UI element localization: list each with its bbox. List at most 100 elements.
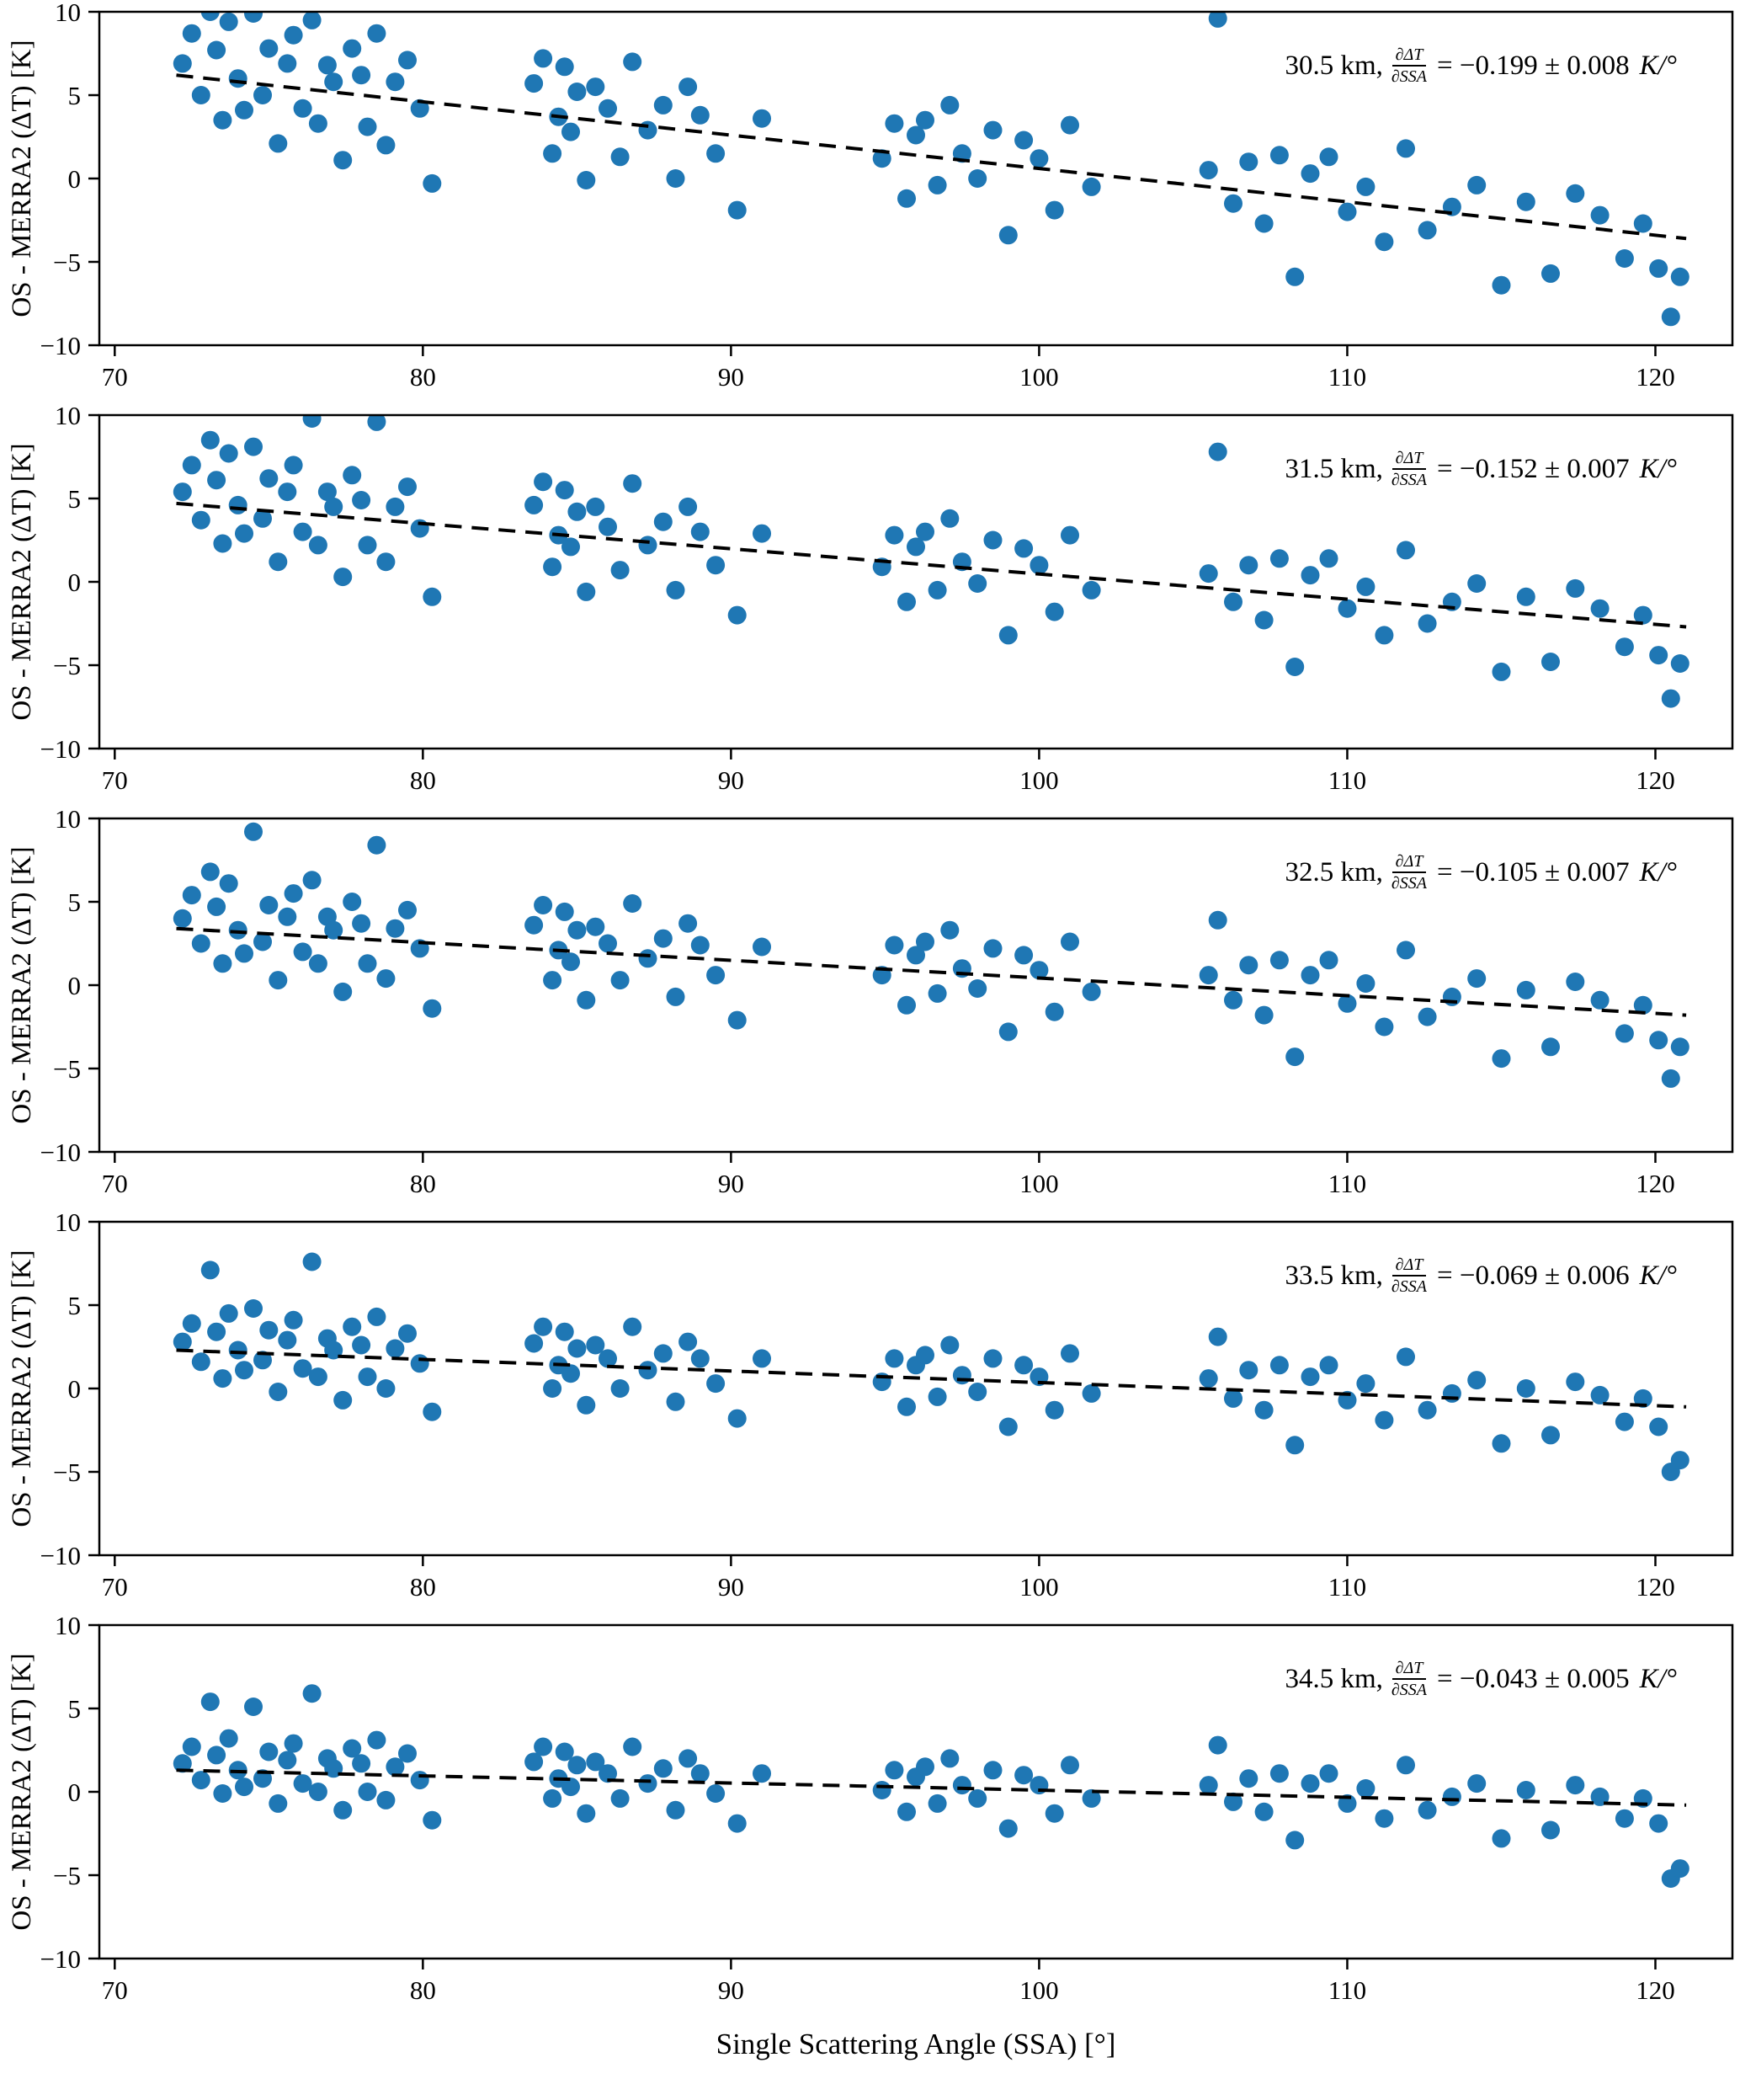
scatter-point <box>343 1739 362 1758</box>
scatter-point <box>1224 990 1242 1010</box>
scatter-point <box>1442 1383 1461 1403</box>
scatter-point <box>259 1742 279 1762</box>
x-tick-label: 110 <box>1328 1572 1366 1602</box>
scatter-point <box>653 512 673 531</box>
scatter-point <box>567 1756 587 1775</box>
scatter-point <box>1045 602 1064 621</box>
scatter-point <box>244 437 263 456</box>
scatter-point <box>376 1379 396 1398</box>
scatter-point <box>1319 147 1338 167</box>
scatter-point <box>284 25 303 45</box>
scatter-point <box>1418 1800 1437 1820</box>
scatter-point <box>1541 1426 1560 1445</box>
scatter-point <box>968 979 987 998</box>
scatter-point <box>1397 1756 1415 1775</box>
scatter-point <box>1492 662 1511 681</box>
scatter-point <box>293 1774 312 1794</box>
scatter-point <box>386 919 405 938</box>
scatter-point <box>983 1761 1003 1780</box>
x-tick-label: 80 <box>410 765 436 795</box>
scatter-point <box>352 914 371 933</box>
y-tick-label: −10 <box>40 1944 81 1974</box>
scatter-point <box>623 52 642 72</box>
axes-frame <box>98 10 1734 347</box>
scatter-point <box>1061 1344 1079 1363</box>
scatter-point <box>897 592 916 611</box>
scatter-point <box>1338 1794 1357 1813</box>
scatter-point <box>376 1790 396 1810</box>
scatter-point <box>1224 194 1242 213</box>
scatter-point <box>555 481 574 500</box>
scatter-point <box>1269 549 1289 568</box>
y-tick-label: −5 <box>53 651 81 680</box>
scatter-point <box>173 1754 192 1773</box>
scatter-point <box>666 580 685 600</box>
scatter-point <box>182 886 201 905</box>
scatter-point <box>1566 1372 1585 1392</box>
scatter-point <box>219 1303 238 1323</box>
scatter-point <box>213 1369 232 1388</box>
x-tick-label: 110 <box>1328 765 1366 795</box>
scatter-point <box>653 95 673 115</box>
scatter-point <box>284 456 303 475</box>
scatter-point <box>324 497 343 516</box>
scatter-point <box>753 524 771 543</box>
scatter-point <box>638 949 657 968</box>
scatter-point <box>182 1314 201 1333</box>
scatter-point <box>308 954 327 973</box>
scatter-point <box>577 1804 596 1823</box>
scatter-point <box>555 1742 574 1762</box>
scatter-point <box>423 173 442 193</box>
scatter-point <box>317 56 337 75</box>
scatter-point <box>1301 1367 1320 1387</box>
scatter-point <box>916 522 934 541</box>
scatter-point <box>1590 990 1610 1010</box>
scatter-point <box>1566 578 1585 598</box>
scatter-point <box>1541 1037 1560 1057</box>
scatter-point <box>1541 1820 1560 1840</box>
scatter-point <box>367 24 386 43</box>
scatter-point <box>235 524 253 543</box>
scatter-point <box>666 987 685 1006</box>
scatter-point <box>1082 580 1101 600</box>
scatter-point <box>1014 131 1034 150</box>
scatter-point <box>259 1320 279 1340</box>
scatter-point <box>1375 1410 1394 1430</box>
scatter-point <box>968 169 987 188</box>
scatter-point <box>308 1367 327 1387</box>
scatter-point <box>586 917 605 936</box>
axes-frame <box>98 1623 1734 1960</box>
x-tick-label: 120 <box>1636 1975 1675 2005</box>
scatter-point <box>219 444 238 463</box>
scatter-point <box>1269 951 1289 970</box>
panel-plot-area-33-5-km <box>173 1252 1689 1481</box>
scatter-point <box>753 1764 771 1783</box>
scatter-point <box>1615 1412 1634 1431</box>
scatter-point <box>213 110 232 130</box>
y-tick-label: 10 <box>55 401 81 430</box>
scatter-point <box>293 522 312 541</box>
scatter-point <box>577 1395 596 1415</box>
scatter-point <box>727 1814 747 1833</box>
scatter-point <box>278 907 297 926</box>
scatter-point <box>1285 1831 1305 1850</box>
trend-line <box>176 73 1687 241</box>
scatter-point <box>182 24 201 43</box>
x-tick-label: 90 <box>718 1975 744 2005</box>
scatter-point <box>706 556 726 575</box>
x-tick-label: 70 <box>102 765 128 795</box>
scatter-point <box>358 1783 377 1801</box>
scatter-point <box>1633 214 1652 233</box>
scatter-point <box>561 537 580 557</box>
scatter-point <box>200 430 220 450</box>
panel-plot-area-31-5-km <box>173 415 1689 708</box>
scatter-point <box>278 1330 297 1350</box>
scatter-point <box>1467 969 1487 989</box>
scatter-point <box>998 1417 1018 1436</box>
scatter-point <box>367 1730 386 1750</box>
scatter-point <box>706 1374 726 1394</box>
scatter-point <box>386 1339 405 1358</box>
scatter-point <box>897 1397 916 1416</box>
scatter-point <box>1467 175 1487 195</box>
